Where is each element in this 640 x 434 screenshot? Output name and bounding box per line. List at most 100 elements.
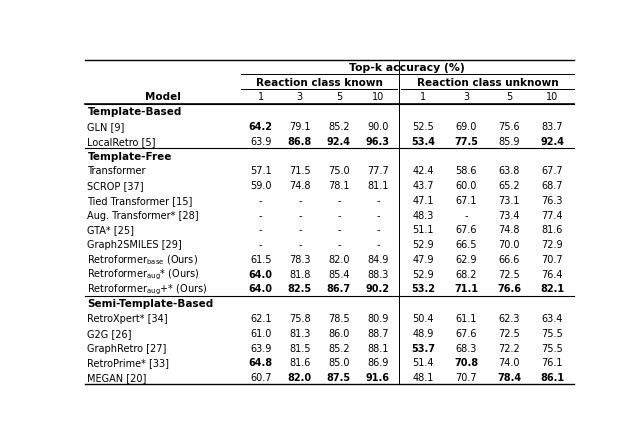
Text: 82.0: 82.0 <box>288 372 312 382</box>
Text: 81.8: 81.8 <box>289 269 310 279</box>
Text: 75.8: 75.8 <box>289 313 310 323</box>
Text: 53.7: 53.7 <box>411 343 435 353</box>
Text: 77.4: 77.4 <box>541 210 563 220</box>
Text: 83.7: 83.7 <box>541 122 563 132</box>
Text: 92.4: 92.4 <box>327 136 351 146</box>
Text: 90.2: 90.2 <box>366 284 390 294</box>
Text: 64.2: 64.2 <box>249 122 273 132</box>
Text: 51.4: 51.4 <box>412 358 434 368</box>
Text: 70.8: 70.8 <box>454 358 478 368</box>
Text: 62.1: 62.1 <box>250 313 271 323</box>
Text: 57.1: 57.1 <box>250 166 271 176</box>
Text: 66.5: 66.5 <box>455 240 477 250</box>
Text: Template-Free: Template-Free <box>88 151 172 161</box>
Text: 78.5: 78.5 <box>328 313 349 323</box>
Text: 3: 3 <box>297 92 303 102</box>
Text: 60.0: 60.0 <box>455 181 477 191</box>
Text: 81.1: 81.1 <box>367 181 388 191</box>
Text: 59.0: 59.0 <box>250 181 271 191</box>
Text: 52.5: 52.5 <box>412 122 434 132</box>
Text: 67.6: 67.6 <box>455 328 477 338</box>
Text: -: - <box>376 195 380 205</box>
Text: -: - <box>337 225 340 235</box>
Text: Retroformer$_\mathregular{aug}$* (Ours): Retroformer$_\mathregular{aug}$* (Ours) <box>88 267 200 281</box>
Text: 3: 3 <box>463 92 469 102</box>
Text: 48.9: 48.9 <box>412 328 434 338</box>
Text: 5: 5 <box>336 92 342 102</box>
Text: 47.1: 47.1 <box>412 195 434 205</box>
Text: Transformer: Transformer <box>88 166 146 176</box>
Text: Reaction class unknown: Reaction class unknown <box>417 78 558 88</box>
Text: 85.9: 85.9 <box>498 136 520 146</box>
Text: 73.4: 73.4 <box>498 210 520 220</box>
Text: 71.1: 71.1 <box>454 284 478 294</box>
Text: 86.1: 86.1 <box>540 372 564 382</box>
Text: 71.5: 71.5 <box>289 166 310 176</box>
Text: 76.3: 76.3 <box>541 195 563 205</box>
Text: 81.3: 81.3 <box>289 328 310 338</box>
Text: 85.2: 85.2 <box>328 122 349 132</box>
Text: 86.0: 86.0 <box>328 328 349 338</box>
Text: 61.5: 61.5 <box>250 254 271 264</box>
Text: 10: 10 <box>546 92 558 102</box>
Text: 75.6: 75.6 <box>498 122 520 132</box>
Text: GLN [9]: GLN [9] <box>88 122 125 132</box>
Text: 58.6: 58.6 <box>455 166 477 176</box>
Text: 47.9: 47.9 <box>412 254 434 264</box>
Text: 48.1: 48.1 <box>412 372 434 382</box>
Text: 86.9: 86.9 <box>367 358 388 368</box>
Text: GraphRetro [27]: GraphRetro [27] <box>88 343 167 353</box>
Text: 78.4: 78.4 <box>497 372 521 382</box>
Text: 82.1: 82.1 <box>540 284 564 294</box>
Text: 75.0: 75.0 <box>328 166 349 176</box>
Text: 70.7: 70.7 <box>541 254 563 264</box>
Text: 80.9: 80.9 <box>367 313 388 323</box>
Text: 62.9: 62.9 <box>455 254 477 264</box>
Text: 67.7: 67.7 <box>541 166 563 176</box>
Text: 42.4: 42.4 <box>412 166 434 176</box>
Text: 74.8: 74.8 <box>498 225 520 235</box>
Text: -: - <box>337 240 340 250</box>
Text: 62.3: 62.3 <box>498 313 520 323</box>
Text: 68.3: 68.3 <box>455 343 477 353</box>
Text: 88.1: 88.1 <box>367 343 388 353</box>
Text: 63.8: 63.8 <box>499 166 520 176</box>
Text: 75.5: 75.5 <box>541 328 563 338</box>
Text: 61.1: 61.1 <box>455 313 477 323</box>
Text: 78.3: 78.3 <box>289 254 310 264</box>
Text: 70.0: 70.0 <box>498 240 520 250</box>
Text: 48.3: 48.3 <box>412 210 434 220</box>
Text: 52.9: 52.9 <box>412 269 434 279</box>
Text: 78.1: 78.1 <box>328 181 349 191</box>
Text: 67.1: 67.1 <box>455 195 477 205</box>
Text: Semi-Template-Based: Semi-Template-Based <box>88 299 214 309</box>
Text: RetroPrime* [33]: RetroPrime* [33] <box>88 358 170 368</box>
Text: Reaction class known: Reaction class known <box>256 78 383 88</box>
Text: 65.2: 65.2 <box>498 181 520 191</box>
Text: 60.7: 60.7 <box>250 372 271 382</box>
Text: -: - <box>259 225 262 235</box>
Text: -: - <box>376 225 380 235</box>
Text: Retroformer$_\mathregular{base}$ (Ours): Retroformer$_\mathregular{base}$ (Ours) <box>88 253 198 266</box>
Text: RetroXpert* [34]: RetroXpert* [34] <box>88 313 168 323</box>
Text: 82.0: 82.0 <box>328 254 349 264</box>
Text: 63.4: 63.4 <box>541 313 563 323</box>
Text: 43.7: 43.7 <box>412 181 434 191</box>
Text: 81.5: 81.5 <box>289 343 310 353</box>
Text: MEGAN [20]: MEGAN [20] <box>88 372 147 382</box>
Text: -: - <box>376 210 380 220</box>
Text: 61.0: 61.0 <box>250 328 271 338</box>
Text: 81.6: 81.6 <box>541 225 563 235</box>
Text: 72.5: 72.5 <box>498 269 520 279</box>
Text: 53.4: 53.4 <box>411 136 435 146</box>
Text: 10: 10 <box>372 92 384 102</box>
Text: 64.0: 64.0 <box>249 284 273 294</box>
Text: 91.6: 91.6 <box>366 372 390 382</box>
Text: 69.0: 69.0 <box>455 122 477 132</box>
Text: 96.3: 96.3 <box>366 136 390 146</box>
Text: 67.6: 67.6 <box>455 225 477 235</box>
Text: 51.1: 51.1 <box>412 225 434 235</box>
Text: Retroformer$_\mathregular{aug}$+* (Ours): Retroformer$_\mathregular{aug}$+* (Ours) <box>88 282 208 296</box>
Text: SCROP [37]: SCROP [37] <box>88 181 144 191</box>
Text: -: - <box>298 240 301 250</box>
